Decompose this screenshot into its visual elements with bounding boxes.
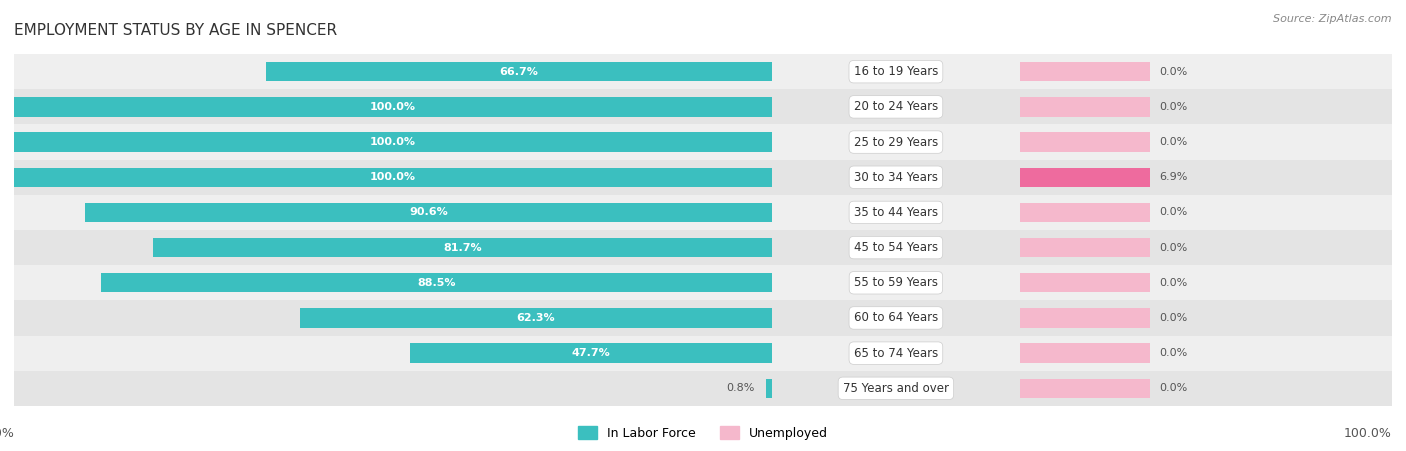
- Text: 30 to 34 Years: 30 to 34 Years: [853, 171, 938, 184]
- Text: 100.0%: 100.0%: [370, 137, 416, 147]
- Bar: [0, 265, 1406, 300]
- Text: 0.0%: 0.0%: [1160, 313, 1188, 323]
- Bar: [0, 300, 1406, 336]
- Text: 81.7%: 81.7%: [443, 243, 482, 253]
- Text: 66.7%: 66.7%: [499, 67, 538, 77]
- Bar: [0, 195, 1406, 230]
- Bar: [0, 265, 1406, 300]
- Bar: [0, 336, 1406, 371]
- Bar: [0, 371, 1406, 406]
- Bar: [0, 89, 1406, 124]
- Text: 0.0%: 0.0%: [1160, 67, 1188, 77]
- Bar: [0, 230, 1406, 265]
- Bar: [0, 265, 1406, 300]
- Text: 62.3%: 62.3%: [516, 313, 555, 323]
- Bar: [0, 371, 1406, 406]
- Bar: [0, 160, 1406, 195]
- Bar: [14, 168, 772, 187]
- Text: 0.0%: 0.0%: [1160, 207, 1188, 217]
- Bar: [411, 344, 772, 363]
- Text: 100.0%: 100.0%: [370, 102, 416, 112]
- Bar: [0, 54, 1406, 89]
- Text: 35 to 44 Years: 35 to 44 Years: [853, 206, 938, 219]
- Text: EMPLOYMENT STATUS BY AGE IN SPENCER: EMPLOYMENT STATUS BY AGE IN SPENCER: [14, 23, 337, 37]
- Bar: [0, 54, 1406, 89]
- Text: 20 to 24 Years: 20 to 24 Years: [853, 101, 938, 113]
- Bar: [0, 124, 1406, 160]
- Legend: In Labor Force, Unemployed: In Labor Force, Unemployed: [572, 421, 834, 445]
- Text: 88.5%: 88.5%: [418, 278, 456, 288]
- Text: 100.0%: 100.0%: [0, 427, 14, 440]
- Text: 25 to 29 Years: 25 to 29 Years: [853, 136, 938, 148]
- Bar: [0, 89, 1406, 124]
- Text: 16 to 19 Years: 16 to 19 Years: [853, 65, 938, 78]
- Bar: [14, 97, 772, 116]
- Text: 75 Years and over: 75 Years and over: [844, 382, 949, 395]
- Bar: [0, 160, 1406, 195]
- Text: 0.0%: 0.0%: [1160, 383, 1188, 393]
- Bar: [1019, 273, 1150, 292]
- Bar: [86, 203, 772, 222]
- Bar: [299, 308, 772, 327]
- Text: 100.0%: 100.0%: [1344, 427, 1392, 440]
- Bar: [0, 195, 1406, 230]
- Text: 47.7%: 47.7%: [572, 348, 610, 358]
- Bar: [0, 336, 1406, 371]
- Text: 6.9%: 6.9%: [1160, 172, 1188, 182]
- Bar: [0, 300, 1406, 336]
- Bar: [0, 371, 1406, 406]
- Bar: [101, 273, 772, 292]
- Bar: [1019, 203, 1150, 222]
- Bar: [153, 238, 772, 257]
- Bar: [1019, 97, 1150, 116]
- Bar: [0, 124, 1406, 160]
- Text: 55 to 59 Years: 55 to 59 Years: [853, 276, 938, 289]
- Bar: [0, 124, 1406, 160]
- Bar: [1019, 344, 1150, 363]
- Bar: [266, 62, 772, 81]
- Bar: [0, 336, 1406, 371]
- Text: 65 to 74 Years: 65 to 74 Years: [853, 347, 938, 359]
- Bar: [14, 133, 772, 152]
- Text: 0.8%: 0.8%: [725, 383, 755, 393]
- Bar: [1019, 133, 1150, 152]
- Bar: [0, 195, 1406, 230]
- Bar: [1019, 62, 1150, 81]
- Bar: [1019, 308, 1150, 327]
- Text: 0.0%: 0.0%: [1160, 278, 1188, 288]
- Text: 45 to 54 Years: 45 to 54 Years: [853, 241, 938, 254]
- Bar: [0, 160, 1406, 195]
- Bar: [0, 300, 1406, 336]
- Bar: [1019, 238, 1150, 257]
- Text: 0.0%: 0.0%: [1160, 137, 1188, 147]
- Text: 100.0%: 100.0%: [370, 172, 416, 182]
- Bar: [0, 54, 1406, 89]
- Text: 90.6%: 90.6%: [409, 207, 449, 217]
- Text: 0.0%: 0.0%: [1160, 348, 1188, 358]
- Bar: [1019, 379, 1150, 398]
- Text: 0.0%: 0.0%: [1160, 243, 1188, 253]
- Text: Source: ZipAtlas.com: Source: ZipAtlas.com: [1274, 14, 1392, 23]
- Bar: [0, 89, 1406, 124]
- Bar: [0, 230, 1406, 265]
- Text: 0.0%: 0.0%: [1160, 102, 1188, 112]
- Bar: [1019, 168, 1150, 187]
- Text: 60 to 64 Years: 60 to 64 Years: [853, 312, 938, 324]
- Bar: [0, 230, 1406, 265]
- Bar: [766, 379, 772, 398]
